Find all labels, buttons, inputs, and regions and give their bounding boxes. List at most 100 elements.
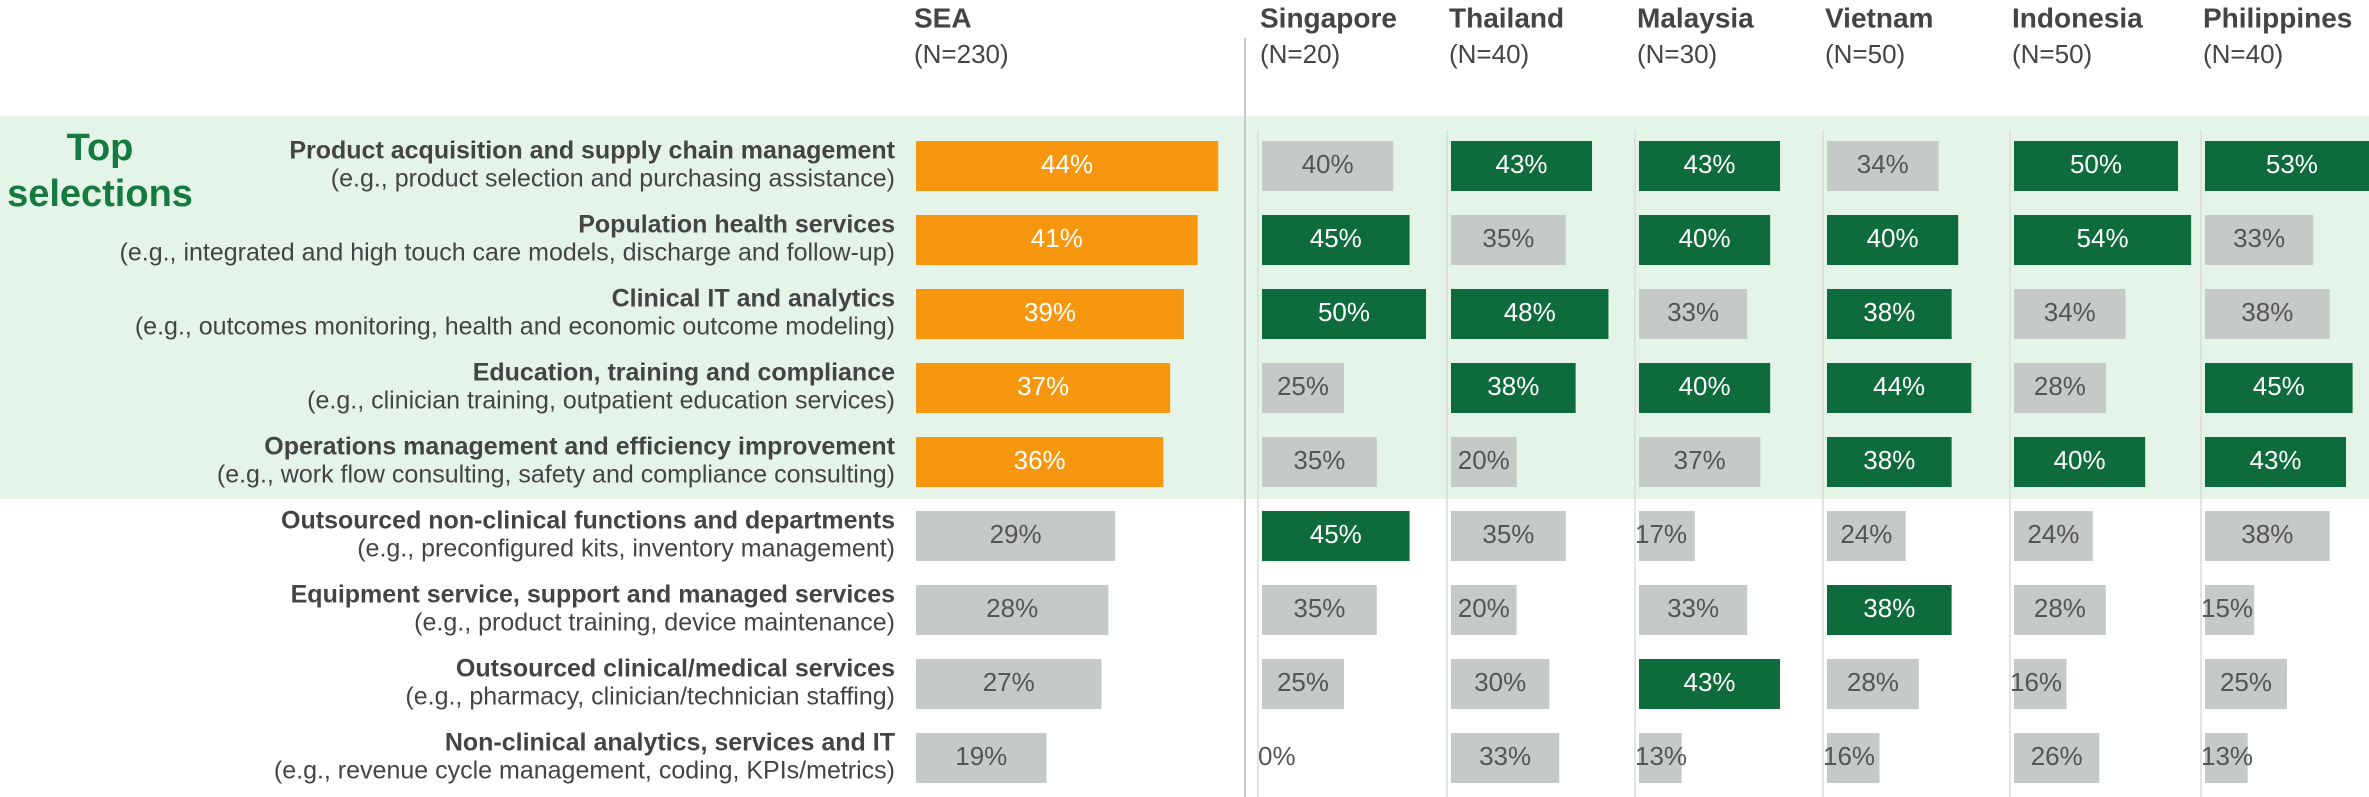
bar bbox=[1827, 437, 1952, 487]
bar bbox=[1451, 363, 1576, 413]
bar bbox=[2014, 141, 2178, 191]
value-label: 45% bbox=[1310, 519, 1362, 549]
bar bbox=[1639, 289, 1748, 339]
value-label: 45% bbox=[1310, 223, 1362, 253]
value-label: 20% bbox=[1458, 445, 1510, 475]
column-header: Thailand bbox=[1449, 2, 1564, 33]
value-label: 13% bbox=[1635, 741, 1687, 771]
column-header: Singapore bbox=[1260, 2, 1397, 33]
value-label: 38% bbox=[1863, 297, 1915, 327]
column-header: Indonesia bbox=[2012, 2, 2143, 33]
bar bbox=[916, 215, 1198, 265]
category-note: (e.g., outcomes monitoring, health and e… bbox=[135, 313, 895, 341]
bar bbox=[2014, 585, 2106, 635]
bar bbox=[1451, 215, 1566, 265]
bar bbox=[2205, 141, 2369, 191]
value-label: 29% bbox=[990, 519, 1042, 549]
bar bbox=[1451, 141, 1593, 191]
value-label: 40% bbox=[2054, 445, 2106, 475]
value-label: 33% bbox=[1479, 741, 1531, 771]
bar bbox=[916, 733, 1047, 783]
column-sample: (N=40) bbox=[1449, 39, 1529, 69]
bar bbox=[2205, 215, 2314, 265]
bar bbox=[1451, 437, 1517, 487]
bar bbox=[1262, 585, 1377, 635]
bar bbox=[1451, 511, 1566, 561]
bar bbox=[1639, 511, 1695, 561]
bar bbox=[2014, 289, 2126, 339]
column-header: SEA bbox=[914, 2, 972, 33]
value-label: 35% bbox=[1293, 593, 1345, 623]
value-label: 13% bbox=[2201, 741, 2253, 771]
value-label: 43% bbox=[2249, 445, 2301, 475]
category-note: (e.g., product selection and purchasing … bbox=[331, 165, 895, 193]
bar bbox=[2205, 437, 2347, 487]
value-label: 28% bbox=[2034, 371, 2086, 401]
bar bbox=[916, 363, 1171, 413]
bar bbox=[1262, 511, 1410, 561]
bar bbox=[1827, 363, 1972, 413]
value-label: 38% bbox=[2241, 297, 2293, 327]
category-label: Non-clinical analytics, services and IT bbox=[445, 729, 895, 757]
value-label: 54% bbox=[2077, 223, 2129, 253]
value-label: 50% bbox=[2070, 149, 2122, 179]
value-label: 28% bbox=[1847, 667, 1899, 697]
bar bbox=[1262, 437, 1377, 487]
value-label: 24% bbox=[1840, 519, 1892, 549]
value-label: 41% bbox=[1031, 223, 1083, 253]
value-label: 33% bbox=[1667, 297, 1719, 327]
bar bbox=[2205, 585, 2255, 635]
bar bbox=[1639, 437, 1761, 487]
column-header: Vietnam bbox=[1825, 2, 1933, 33]
category-label: Clinical IT and analytics bbox=[612, 285, 895, 313]
bar bbox=[1827, 141, 1939, 191]
column-sample: (N=230) bbox=[914, 39, 1009, 69]
value-label: 38% bbox=[2241, 519, 2293, 549]
value-label: 19% bbox=[955, 741, 1007, 771]
value-label: 36% bbox=[1014, 445, 1066, 475]
bar bbox=[2205, 289, 2330, 339]
column-sample: (N=50) bbox=[2012, 39, 2092, 69]
bar bbox=[1262, 659, 1344, 709]
value-label: 20% bbox=[1458, 593, 1510, 623]
category-label: Population health services bbox=[578, 211, 895, 239]
value-label: 30% bbox=[1474, 667, 1526, 697]
bar bbox=[2014, 511, 2093, 561]
bar bbox=[2205, 733, 2248, 783]
bar bbox=[916, 141, 1219, 191]
category-label: Product acquisition and supply chain man… bbox=[289, 137, 895, 165]
bar bbox=[916, 437, 1164, 487]
bar bbox=[1262, 141, 1394, 191]
category-label: Outsourced non-clinical functions and de… bbox=[281, 507, 895, 535]
value-label: 38% bbox=[1863, 445, 1915, 475]
value-label: 44% bbox=[1873, 371, 1925, 401]
bar bbox=[1451, 733, 1560, 783]
category-note: (e.g., work flow consulting, safety and … bbox=[217, 461, 895, 489]
bar bbox=[1827, 659, 1919, 709]
value-label: 50% bbox=[1318, 297, 1370, 327]
value-label: 25% bbox=[1277, 371, 1329, 401]
value-label: 25% bbox=[2220, 667, 2272, 697]
bar bbox=[1639, 733, 1682, 783]
category-note: (e.g., pharmacy, clinician/technician st… bbox=[405, 683, 895, 711]
value-label: 27% bbox=[983, 667, 1035, 697]
bar bbox=[916, 511, 1116, 561]
column-sample: (N=20) bbox=[1260, 39, 1340, 69]
value-label: 40% bbox=[1302, 149, 1354, 179]
bar bbox=[916, 289, 1184, 339]
value-label: 16% bbox=[1823, 741, 1875, 771]
value-label: 35% bbox=[1482, 223, 1534, 253]
bar bbox=[1639, 363, 1771, 413]
column-sample: (N=40) bbox=[2203, 39, 2283, 69]
side-label: Top bbox=[67, 127, 134, 169]
bar bbox=[2014, 659, 2067, 709]
value-label: 43% bbox=[1683, 149, 1735, 179]
bar bbox=[1262, 215, 1410, 265]
value-label: 35% bbox=[1293, 445, 1345, 475]
value-label: 28% bbox=[2034, 593, 2086, 623]
bar bbox=[1827, 585, 1952, 635]
value-label: 37% bbox=[1674, 445, 1726, 475]
value-label: 53% bbox=[2266, 149, 2318, 179]
value-label: 39% bbox=[1024, 297, 1076, 327]
